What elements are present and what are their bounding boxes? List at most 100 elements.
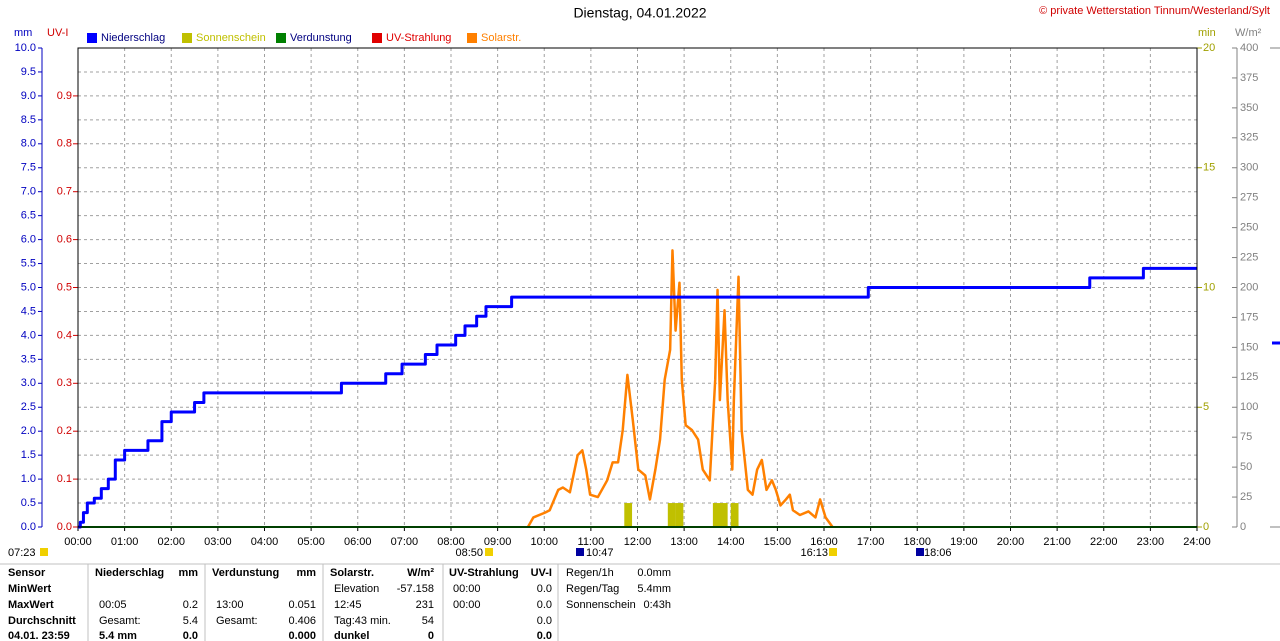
y3-tick-label: 5 bbox=[1203, 401, 1209, 413]
column-title: UV-Strahlung bbox=[449, 567, 519, 579]
column-title: Verdunstung bbox=[212, 567, 279, 579]
legend-swatch bbox=[87, 33, 97, 43]
cell-label: 00:00 bbox=[453, 583, 481, 595]
x-tick-label: 14:00 bbox=[717, 536, 745, 548]
row-label: MaxWert bbox=[8, 599, 54, 611]
cell-label: Tag:43 min. bbox=[334, 615, 391, 627]
row-label: Durchschnitt bbox=[8, 615, 76, 627]
cell-value: 0.051 bbox=[288, 599, 316, 611]
y-tick-label: 6.5 bbox=[21, 210, 36, 222]
cell-value: 0.0 bbox=[183, 630, 198, 641]
y2-tick-label: 0.9 bbox=[57, 90, 72, 102]
y2-tick-label: 0.3 bbox=[57, 377, 72, 389]
y-tick-label: 4.5 bbox=[21, 305, 36, 317]
y-tick-label: 9.5 bbox=[21, 66, 36, 78]
cell-value: -57.158 bbox=[397, 583, 434, 595]
bar bbox=[712, 503, 721, 527]
y4-tick-label: 375 bbox=[1240, 72, 1258, 84]
y4-tick-label: 0 bbox=[1240, 521, 1246, 533]
cell-label: 00:00 bbox=[453, 599, 481, 611]
event-icon bbox=[829, 548, 837, 556]
cell-label: 12:45 bbox=[334, 599, 362, 611]
cell-value: 0.000 bbox=[288, 630, 316, 641]
cell-value: 0.0 bbox=[537, 615, 552, 627]
legend-swatch bbox=[182, 33, 192, 43]
column-title: Solarstr. bbox=[330, 567, 374, 579]
x-tick-label: 22:00 bbox=[1090, 536, 1118, 548]
x-tick-label: 16:00 bbox=[810, 536, 838, 548]
y-tick-label: 3.0 bbox=[21, 377, 36, 389]
legend-label: UV-Strahlung bbox=[386, 32, 451, 44]
cell-label: 13:00 bbox=[216, 599, 244, 611]
x-tick-label: 20:00 bbox=[997, 536, 1025, 548]
cell-value: 0.406 bbox=[288, 615, 316, 627]
y-tick-label: 2.5 bbox=[21, 401, 36, 413]
legend-swatch bbox=[372, 33, 382, 43]
legend-label: Sonnenschein bbox=[196, 32, 266, 44]
y-tick-label: 5.0 bbox=[21, 281, 36, 293]
cell-value: 0.2 bbox=[183, 599, 198, 611]
row-label: 04.01. 23:59 bbox=[8, 630, 70, 641]
y-tick-label: 0.5 bbox=[21, 497, 36, 509]
column-unit: W/m² bbox=[407, 567, 434, 579]
y2-tick-label: 0.0 bbox=[57, 521, 72, 533]
y2-tick-label: 0.1 bbox=[57, 473, 72, 485]
x-tick-label: 01:00 bbox=[111, 536, 139, 548]
cell-value: 0.0 bbox=[537, 583, 552, 595]
y3-tick-label: 0 bbox=[1203, 521, 1209, 533]
series-line bbox=[526, 249, 834, 528]
x-tick-label: 11:00 bbox=[578, 536, 605, 548]
cell-label: Gesamt: bbox=[99, 615, 141, 627]
summary-value: 0:43h bbox=[643, 599, 671, 611]
legend-label: Niederschlag bbox=[101, 32, 165, 44]
y4-tick-label: 125 bbox=[1240, 371, 1258, 383]
x-tick-label: 06:00 bbox=[344, 536, 372, 548]
chart-title: Dienstag, 04.01.2022 bbox=[573, 5, 706, 21]
y3-tick-label: 10 bbox=[1203, 281, 1215, 293]
y4-tick-label: 350 bbox=[1240, 102, 1258, 114]
event-icon bbox=[916, 548, 924, 556]
summary-label: Regen/Tag bbox=[566, 583, 619, 595]
x-tick-label: 00:00 bbox=[64, 536, 92, 548]
cell-label: 00:05 bbox=[99, 599, 127, 611]
x-tick-label: 08:00 bbox=[437, 536, 465, 548]
row-label: MinWert bbox=[8, 583, 52, 595]
bar bbox=[675, 503, 684, 527]
x-tick-label: 19:00 bbox=[950, 536, 978, 548]
y4-tick-label: 275 bbox=[1240, 192, 1258, 204]
x-tick-label: 23:00 bbox=[1137, 536, 1165, 548]
y-tick-label: 8.0 bbox=[21, 138, 36, 150]
event-time: 10:47 bbox=[586, 547, 614, 559]
cell-value: 231 bbox=[416, 599, 434, 611]
y-tick-label: 10.0 bbox=[15, 42, 36, 54]
cell-label: Elevation bbox=[334, 583, 379, 595]
cell-value: 0.0 bbox=[537, 599, 552, 611]
summary-label: Regen/1h bbox=[566, 567, 614, 579]
cell-value: 5.4 bbox=[183, 615, 198, 627]
event-time: 08:50 bbox=[455, 547, 483, 559]
event-icon bbox=[485, 548, 493, 556]
x-tick-label: 10:00 bbox=[530, 536, 558, 548]
bar bbox=[730, 503, 739, 527]
cell-label: Gesamt: bbox=[216, 615, 258, 627]
event-time: 07:23 bbox=[8, 547, 36, 559]
y4-tick-label: 400 bbox=[1240, 42, 1258, 54]
legend-label: Solarstr. bbox=[481, 32, 521, 44]
y4-tick-label: 100 bbox=[1240, 401, 1258, 413]
y4-tick-label: 50 bbox=[1240, 461, 1252, 473]
summary-value: 0.0mm bbox=[637, 567, 671, 579]
y2-axis-unit: UV-I bbox=[47, 27, 68, 39]
y4-tick-label: 75 bbox=[1240, 431, 1252, 443]
y-tick-label: 8.5 bbox=[21, 114, 36, 126]
y-tick-label: 0.0 bbox=[21, 521, 36, 533]
column-unit: mm bbox=[178, 567, 198, 579]
y4-tick-label: 300 bbox=[1240, 162, 1258, 174]
cell-value: 0.0 bbox=[537, 630, 552, 641]
x-tick-label: 18:00 bbox=[903, 536, 931, 548]
y4-tick-label: 250 bbox=[1240, 222, 1258, 234]
row-label: Sensor bbox=[8, 567, 46, 579]
y2-tick-label: 0.8 bbox=[57, 138, 72, 150]
x-tick-label: 15:00 bbox=[764, 536, 792, 548]
legend-swatch bbox=[467, 33, 477, 43]
x-tick-label: 21:00 bbox=[1043, 536, 1071, 548]
